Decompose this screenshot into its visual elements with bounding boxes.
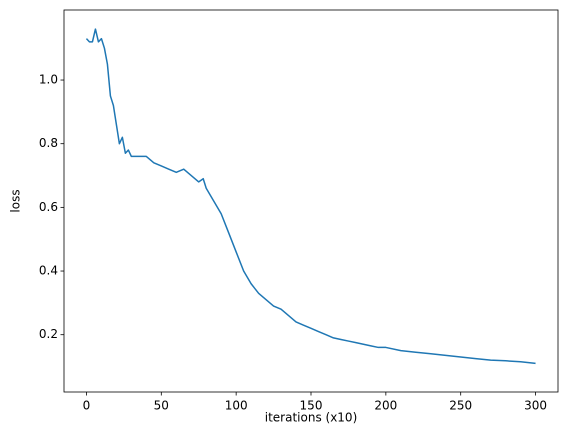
- x-tick-label: 100: [225, 399, 248, 413]
- y-axis-label: loss: [9, 189, 23, 212]
- y-tick-label: 0.2: [39, 327, 58, 341]
- y-tick-label: 0.4: [39, 264, 58, 278]
- y-tick-label: 1.0: [39, 73, 58, 87]
- x-tick-label: 300: [524, 399, 547, 413]
- x-tick-label: 0: [83, 399, 91, 413]
- x-axis-label: iterations (x10): [265, 411, 358, 425]
- x-tick-label: 150: [300, 399, 323, 413]
- loss-line: [85, 28, 536, 365]
- x-tick-label: 200: [374, 399, 397, 413]
- x-tick-label: 50: [154, 399, 169, 413]
- y-tick-label: 0.8: [39, 136, 58, 150]
- x-tick-label: 250: [449, 399, 472, 413]
- plot-frame: [63, 9, 559, 393]
- y-tick-label: 0.6: [39, 200, 58, 214]
